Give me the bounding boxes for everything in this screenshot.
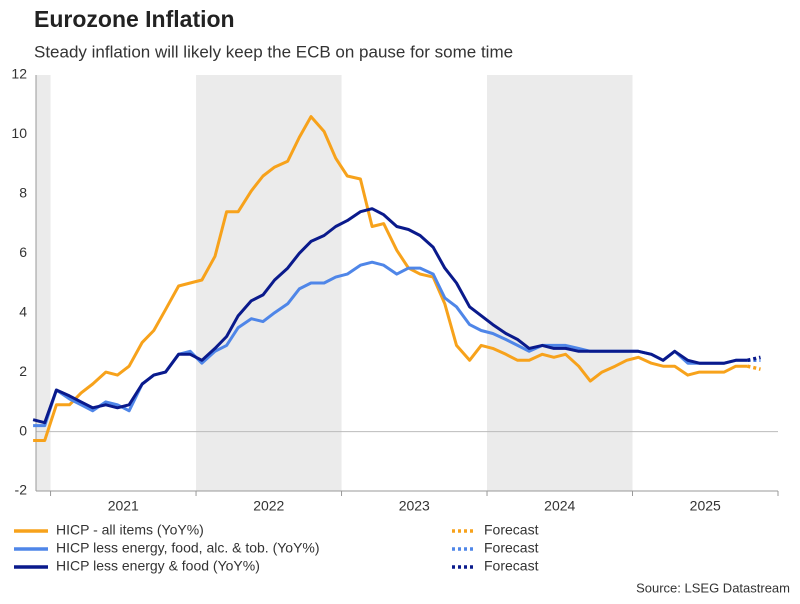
y-tick-label: -2 xyxy=(15,482,28,498)
y-tick-label: 4 xyxy=(19,303,27,319)
x-tick-label: 2023 xyxy=(399,498,430,514)
legend-label: HICP less energy & food (YoY%) xyxy=(56,558,260,574)
legend-label: Forecast xyxy=(484,522,539,538)
series-line xyxy=(747,355,761,363)
y-tick-label: 6 xyxy=(19,244,27,260)
y-tick-label: 0 xyxy=(19,422,27,438)
shade-band xyxy=(36,75,51,491)
x-tick-label: 2022 xyxy=(253,498,284,514)
legend-label: HICP less energy, food, alc. & tob. (YoY… xyxy=(56,540,320,556)
source: Source: LSEG Datastream xyxy=(636,580,790,595)
chart-subtitle: Steady inflation will likely keep the EC… xyxy=(34,42,513,61)
shade-band xyxy=(487,75,633,491)
series-line xyxy=(32,207,748,425)
x-tick-label: 2024 xyxy=(544,498,575,514)
legend-label: Forecast xyxy=(484,540,539,556)
x-tick-label: 2025 xyxy=(690,498,721,514)
series-line xyxy=(747,364,761,371)
y-tick-label: 10 xyxy=(11,125,27,141)
x-tick-label: 2021 xyxy=(108,498,139,514)
chart-title: Eurozone Inflation xyxy=(34,6,235,32)
legend-label: Forecast xyxy=(484,558,539,574)
legend-label: HICP - all items (YoY%) xyxy=(56,522,204,538)
series-line xyxy=(33,115,748,442)
y-tick-label: 8 xyxy=(19,185,27,201)
y-tick-label: 12 xyxy=(11,66,27,82)
y-tick-label: 2 xyxy=(19,363,27,379)
